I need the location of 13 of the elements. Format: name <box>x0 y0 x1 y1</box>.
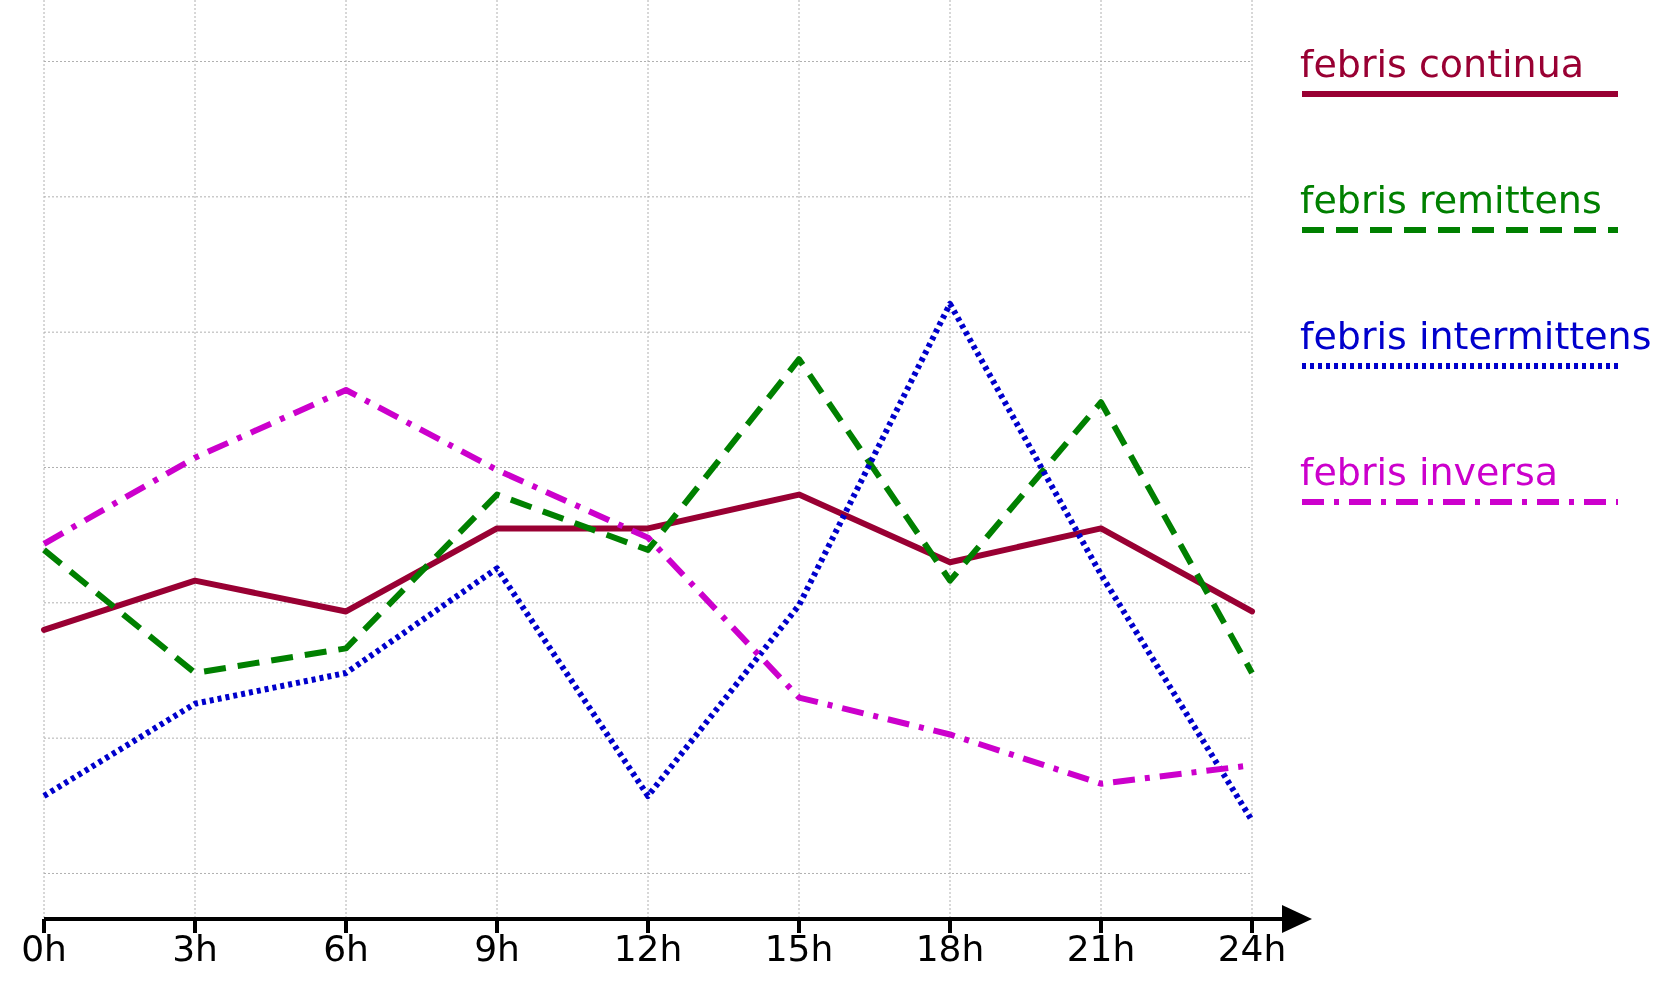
text: febris intermittens <box>1300 313 1652 360</box>
text: febris inversa <box>1300 449 1560 496</box>
x-tick-label: 12h <box>613 927 683 969</box>
x-tick-label: 21h <box>1066 927 1136 969</box>
x-tick-label: 24h <box>1217 927 1287 969</box>
x-tick-label: 3h <box>172 927 218 969</box>
text: febris continua <box>1300 41 1586 88</box>
x-tick-label: 15h <box>764 927 834 969</box>
x-tick-label: 6h <box>323 927 369 969</box>
text: febris remittens <box>1300 177 1603 224</box>
x-tick-label: 9h <box>474 927 520 969</box>
x-tick-label: 18h <box>915 927 985 969</box>
x-tick-label: 0h <box>21 927 67 969</box>
